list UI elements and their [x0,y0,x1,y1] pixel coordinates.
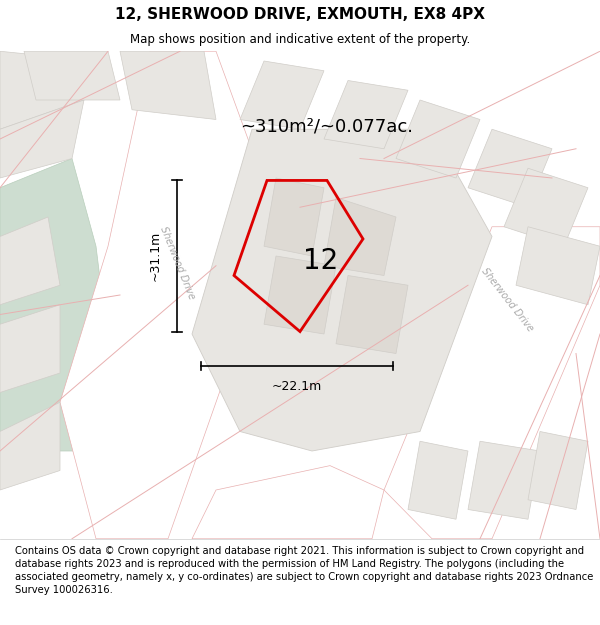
Text: Sherwood Drive: Sherwood Drive [479,266,535,334]
Polygon shape [384,227,600,539]
Polygon shape [264,178,324,256]
Polygon shape [324,81,408,149]
Text: 12, SHERWOOD DRIVE, EXMOUTH, EX8 4PX: 12, SHERWOOD DRIVE, EXMOUTH, EX8 4PX [115,7,485,22]
Polygon shape [0,51,96,129]
Text: Map shows position and indicative extent of the property.: Map shows position and indicative extent… [130,34,470,46]
Polygon shape [0,402,60,490]
Polygon shape [0,305,60,392]
Polygon shape [120,51,216,119]
Polygon shape [0,217,60,305]
Polygon shape [396,100,480,178]
Polygon shape [468,129,552,208]
Polygon shape [324,198,396,276]
Text: ~31.1m: ~31.1m [149,231,162,281]
Polygon shape [408,441,468,519]
Text: ~22.1m: ~22.1m [272,380,322,393]
Polygon shape [468,441,540,519]
Text: ~310m²/~0.077ac.: ~310m²/~0.077ac. [240,118,413,136]
Text: Contains OS data © Crown copyright and database right 2021. This information is : Contains OS data © Crown copyright and d… [15,546,593,595]
Polygon shape [504,168,588,246]
Polygon shape [192,466,384,539]
Polygon shape [0,100,84,178]
Text: 12: 12 [304,247,338,275]
Polygon shape [24,51,120,100]
Polygon shape [336,276,408,354]
Polygon shape [60,51,312,539]
Polygon shape [264,256,336,334]
Text: Sherwood Drive: Sherwood Drive [158,226,196,301]
Polygon shape [240,61,324,129]
Polygon shape [192,129,492,451]
Polygon shape [516,227,600,305]
Polygon shape [0,159,108,451]
Polygon shape [528,431,588,509]
